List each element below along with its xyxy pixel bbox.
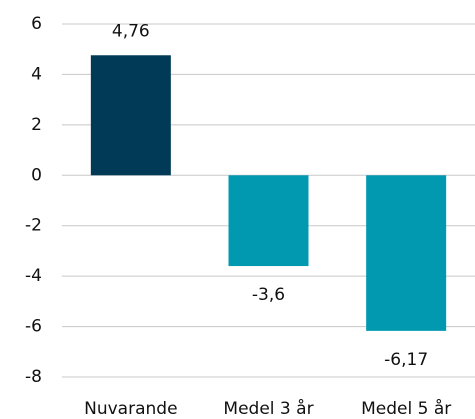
data-label: -6,17 [384,350,428,370]
y-tick-label: -2 [25,216,42,236]
y-tick-label: 2 [31,115,42,135]
bar [366,175,447,331]
y-tick-label: -4 [25,266,42,286]
x-tick-label: Nuvarande [84,399,177,419]
bar [228,175,309,267]
y-tick-label: -6 [25,317,42,337]
y-tick-label: 6 [31,14,42,34]
data-label: -3,6 [252,285,285,305]
y-tick-label: 0 [31,165,42,185]
data-label: 4,76 [112,21,150,41]
y-tick-label: -8 [25,367,42,387]
x-tick-label: Medel 3 år [223,398,313,419]
x-tick-label: Medel 5 år [361,398,451,419]
bar [90,55,171,176]
y-tick-label: 4 [31,64,42,84]
